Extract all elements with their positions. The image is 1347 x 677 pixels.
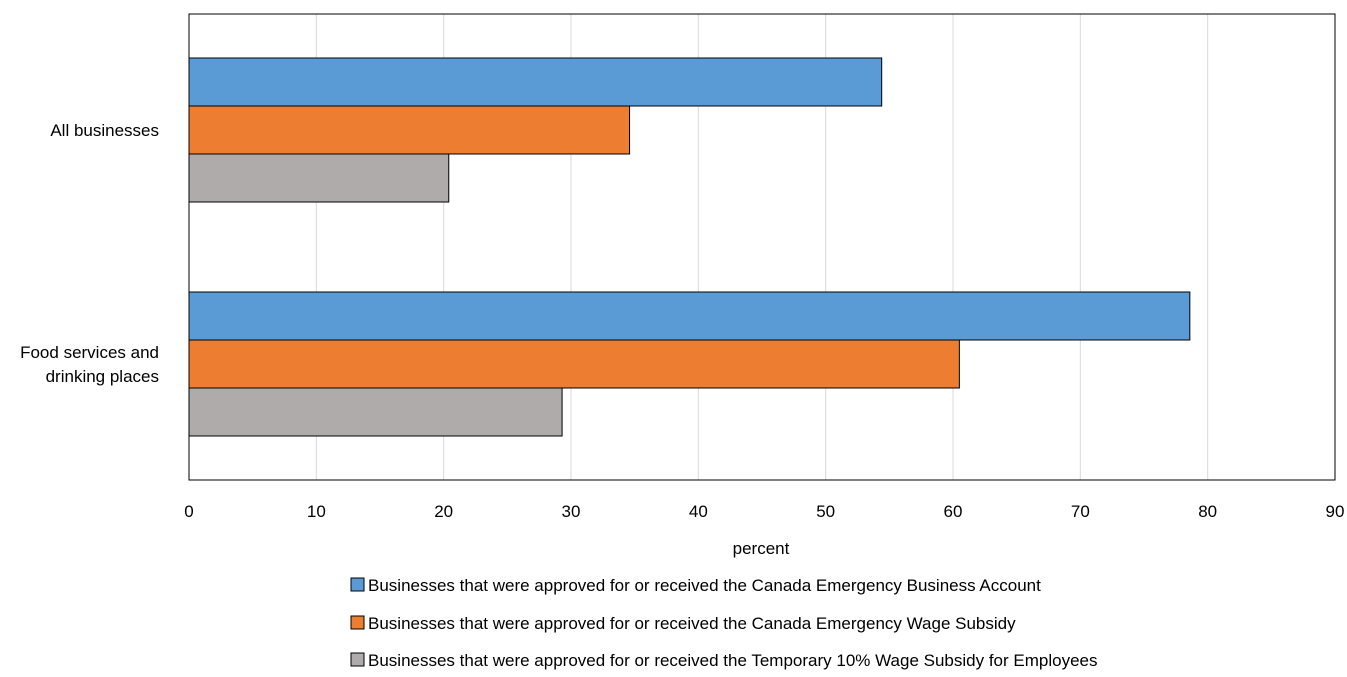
bar — [188, 339, 960, 389]
x-tick-label: 30 — [562, 502, 581, 521]
bar — [188, 153, 450, 203]
legend-swatch — [350, 577, 365, 592]
x-tick-label: 0 — [184, 502, 193, 521]
x-tick-label: 70 — [1071, 502, 1090, 521]
bar — [188, 291, 1191, 341]
bars — [188, 57, 1191, 437]
category-label: Food services and — [20, 343, 159, 362]
x-axis-ticks: 0 10 20 30 40 50 60 70 80 90 — [184, 502, 1344, 521]
x-axis-title: percent — [733, 539, 790, 558]
x-tick-label: 40 — [689, 502, 708, 521]
category-label: drinking places — [46, 367, 159, 386]
x-tick-label: 20 — [434, 502, 453, 521]
legend: Businesses that were approved for or rec… — [350, 576, 1097, 670]
bar — [188, 105, 631, 155]
x-tick-label: 10 — [307, 502, 326, 521]
x-tick-label: 60 — [944, 502, 963, 521]
legend-label: Businesses that were approved for or rec… — [368, 651, 1097, 670]
x-tick-label: 90 — [1326, 502, 1345, 521]
x-tick-label: 80 — [1198, 502, 1217, 521]
plot-area-border — [188, 13, 1336, 481]
legend-label: Businesses that were approved for or rec… — [368, 576, 1041, 595]
bar — [188, 387, 563, 437]
category-label: All businesses — [50, 121, 159, 140]
y-axis-categories: All businesses Food services and drinking … — [20, 121, 159, 386]
bar — [188, 57, 883, 107]
legend-label: Businesses that were approved for or rec… — [368, 614, 1016, 633]
legend-swatch — [350, 615, 365, 630]
x-tick-label: 50 — [816, 502, 835, 521]
legend-swatch — [350, 652, 365, 667]
